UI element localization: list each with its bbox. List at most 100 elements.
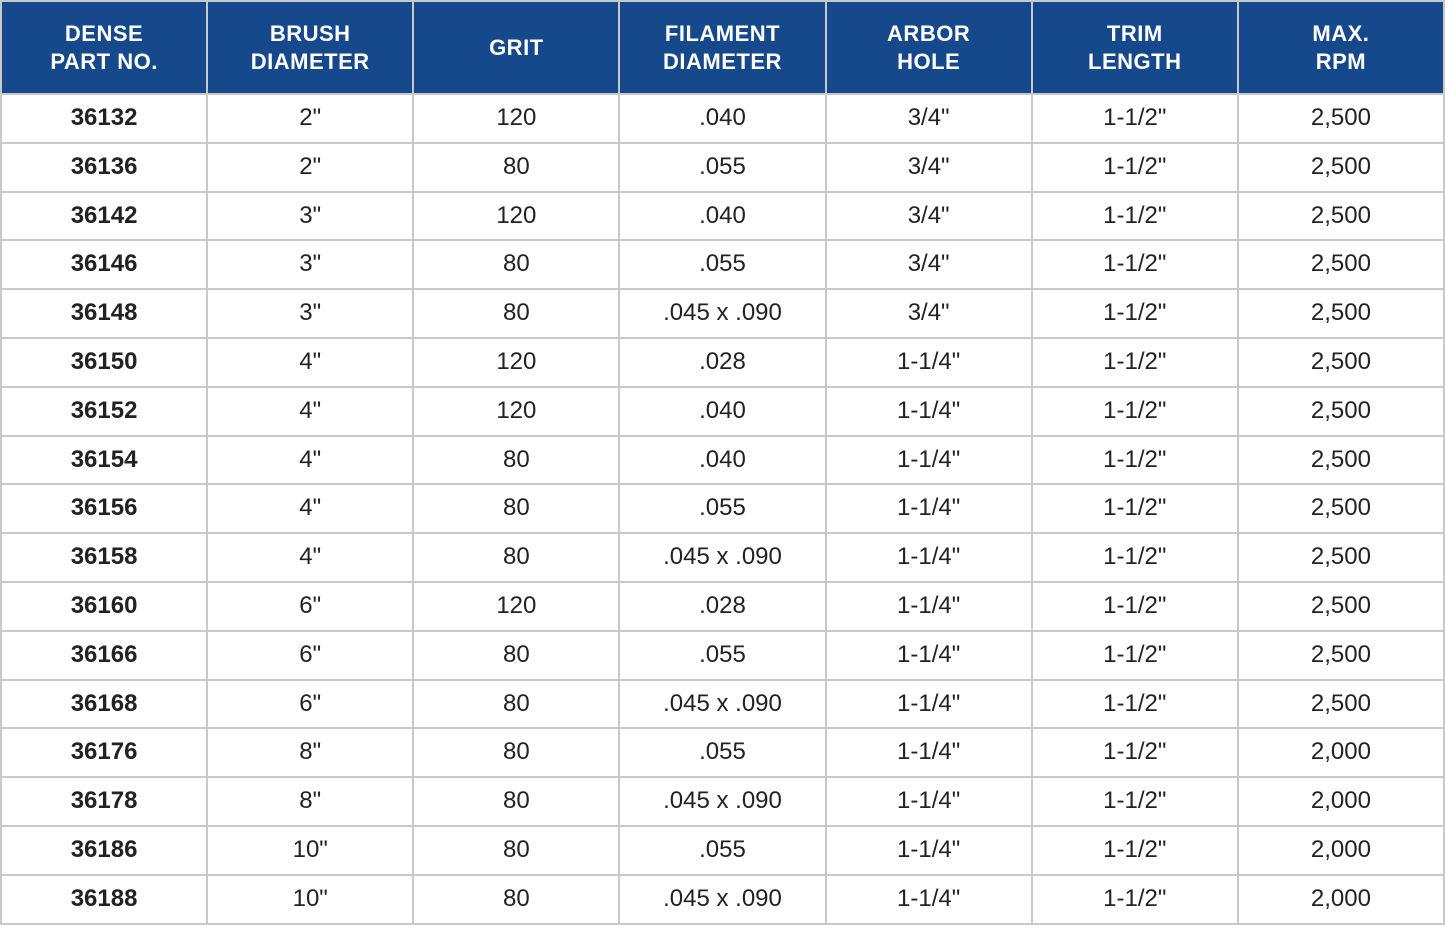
table-row: 361544"80.0401-1/4"1-1/2"2,500: [1, 436, 1444, 485]
table-row: 361788"80.045 x .0901-1/4"1-1/2"2,000: [1, 777, 1444, 826]
cell-fil_dia: .055: [619, 240, 825, 289]
cell-part_no: 36154: [1, 436, 207, 485]
cell-trim: 1-1/2": [1032, 728, 1238, 777]
col-header-line2: RPM: [1316, 49, 1366, 74]
cell-part_no: 36158: [1, 533, 207, 582]
cell-part_no: 36146: [1, 240, 207, 289]
cell-fil_dia: .040: [619, 94, 825, 143]
cell-grit: 80: [413, 826, 619, 875]
cell-part_no: 36168: [1, 680, 207, 729]
cell-rpm: 2,500: [1238, 680, 1444, 729]
col-header-line2: DIAMETER: [663, 49, 782, 74]
cell-rpm: 2,500: [1238, 387, 1444, 436]
cell-grit: 120: [413, 338, 619, 387]
table-row: 361483"80.045 x .0903/4"1-1/2"2,500: [1, 289, 1444, 338]
col-header-grit: GRIT: [413, 1, 619, 94]
cell-rpm: 2,500: [1238, 338, 1444, 387]
cell-trim: 1-1/2": [1032, 338, 1238, 387]
cell-arbor: 1-1/4": [826, 777, 1032, 826]
cell-part_no: 36188: [1, 875, 207, 924]
cell-part_no: 36176: [1, 728, 207, 777]
col-header-line1: FILAMENT: [665, 21, 780, 46]
cell-brush_dia: 4": [207, 484, 413, 533]
cell-part_no: 36132: [1, 94, 207, 143]
cell-part_no: 36178: [1, 777, 207, 826]
cell-brush_dia: 8": [207, 777, 413, 826]
cell-part_no: 36148: [1, 289, 207, 338]
cell-grit: 120: [413, 582, 619, 631]
table-row: 361463"80.0553/4"1-1/2"2,500: [1, 240, 1444, 289]
col-header-line2: HOLE: [897, 49, 960, 74]
cell-arbor: 1-1/4": [826, 582, 1032, 631]
table-row: 361564"80.0551-1/4"1-1/2"2,500: [1, 484, 1444, 533]
cell-grit: 80: [413, 680, 619, 729]
cell-arbor: 1-1/4": [826, 484, 1032, 533]
cell-part_no: 36142: [1, 192, 207, 241]
cell-trim: 1-1/2": [1032, 680, 1238, 729]
cell-arbor: 1-1/4": [826, 436, 1032, 485]
cell-arbor: 1-1/4": [826, 338, 1032, 387]
cell-brush_dia: 6": [207, 582, 413, 631]
col-header-line1: ARBOR: [887, 21, 970, 46]
cell-trim: 1-1/2": [1032, 777, 1238, 826]
cell-brush_dia: 4": [207, 436, 413, 485]
cell-grit: 80: [413, 143, 619, 192]
cell-rpm: 2,000: [1238, 875, 1444, 924]
col-header-line1: DENSE: [65, 21, 143, 46]
cell-arbor: 3/4": [826, 192, 1032, 241]
cell-fil_dia: .045 x .090: [619, 289, 825, 338]
cell-trim: 1-1/2": [1032, 192, 1238, 241]
cell-rpm: 2,500: [1238, 582, 1444, 631]
cell-grit: 80: [413, 240, 619, 289]
table-row: 361666"80.0551-1/4"1-1/2"2,500: [1, 631, 1444, 680]
cell-rpm: 2,500: [1238, 192, 1444, 241]
cell-trim: 1-1/2": [1032, 436, 1238, 485]
table-row: 361423"120.0403/4"1-1/2"2,500: [1, 192, 1444, 241]
cell-part_no: 36150: [1, 338, 207, 387]
cell-grit: 120: [413, 94, 619, 143]
table-row: 361504"120.0281-1/4"1-1/2"2,500: [1, 338, 1444, 387]
cell-fil_dia: .055: [619, 826, 825, 875]
cell-trim: 1-1/2": [1032, 143, 1238, 192]
col-header-arbor-hole: ARBOR HOLE: [826, 1, 1032, 94]
cell-arbor: 3/4": [826, 94, 1032, 143]
cell-rpm: 2,500: [1238, 240, 1444, 289]
table-header-row: DENSE PART NO. BRUSH DIAMETER GRIT FILAM…: [1, 1, 1444, 94]
table-row: 361686"80.045 x .0901-1/4"1-1/2"2,500: [1, 680, 1444, 729]
cell-fil_dia: .028: [619, 338, 825, 387]
cell-fil_dia: .055: [619, 631, 825, 680]
cell-grit: 80: [413, 631, 619, 680]
cell-brush_dia: 3": [207, 289, 413, 338]
col-header-line2: DIAMETER: [251, 49, 370, 74]
cell-grit: 80: [413, 289, 619, 338]
table-row: 361322"120.0403/4"1-1/2"2,500: [1, 94, 1444, 143]
cell-part_no: 36156: [1, 484, 207, 533]
cell-trim: 1-1/2": [1032, 875, 1238, 924]
cell-trim: 1-1/2": [1032, 240, 1238, 289]
cell-rpm: 2,500: [1238, 143, 1444, 192]
cell-grit: 120: [413, 192, 619, 241]
table-row: 361768"80.0551-1/4"1-1/2"2,000: [1, 728, 1444, 777]
col-header-filament-diameter: FILAMENT DIAMETER: [619, 1, 825, 94]
cell-trim: 1-1/2": [1032, 582, 1238, 631]
cell-fil_dia: .045 x .090: [619, 777, 825, 826]
cell-brush_dia: 4": [207, 387, 413, 436]
cell-arbor: 1-1/4": [826, 728, 1032, 777]
cell-fil_dia: .055: [619, 143, 825, 192]
cell-brush_dia: 2": [207, 94, 413, 143]
table-row: 361524"120.0401-1/4"1-1/2"2,500: [1, 387, 1444, 436]
cell-arbor: 1-1/4": [826, 680, 1032, 729]
parts-table: DENSE PART NO. BRUSH DIAMETER GRIT FILAM…: [0, 0, 1445, 925]
cell-trim: 1-1/2": [1032, 631, 1238, 680]
col-header-line2: PART NO.: [50, 49, 157, 74]
cell-arbor: 3/4": [826, 143, 1032, 192]
cell-rpm: 2,000: [1238, 777, 1444, 826]
col-header-brush-diameter: BRUSH DIAMETER: [207, 1, 413, 94]
cell-part_no: 36166: [1, 631, 207, 680]
cell-part_no: 36152: [1, 387, 207, 436]
table-body: 361322"120.0403/4"1-1/2"2,500361362"80.0…: [1, 94, 1444, 924]
cell-grit: 120: [413, 387, 619, 436]
cell-arbor: 3/4": [826, 240, 1032, 289]
cell-brush_dia: 4": [207, 533, 413, 582]
col-header-line1: BRUSH: [270, 21, 351, 46]
